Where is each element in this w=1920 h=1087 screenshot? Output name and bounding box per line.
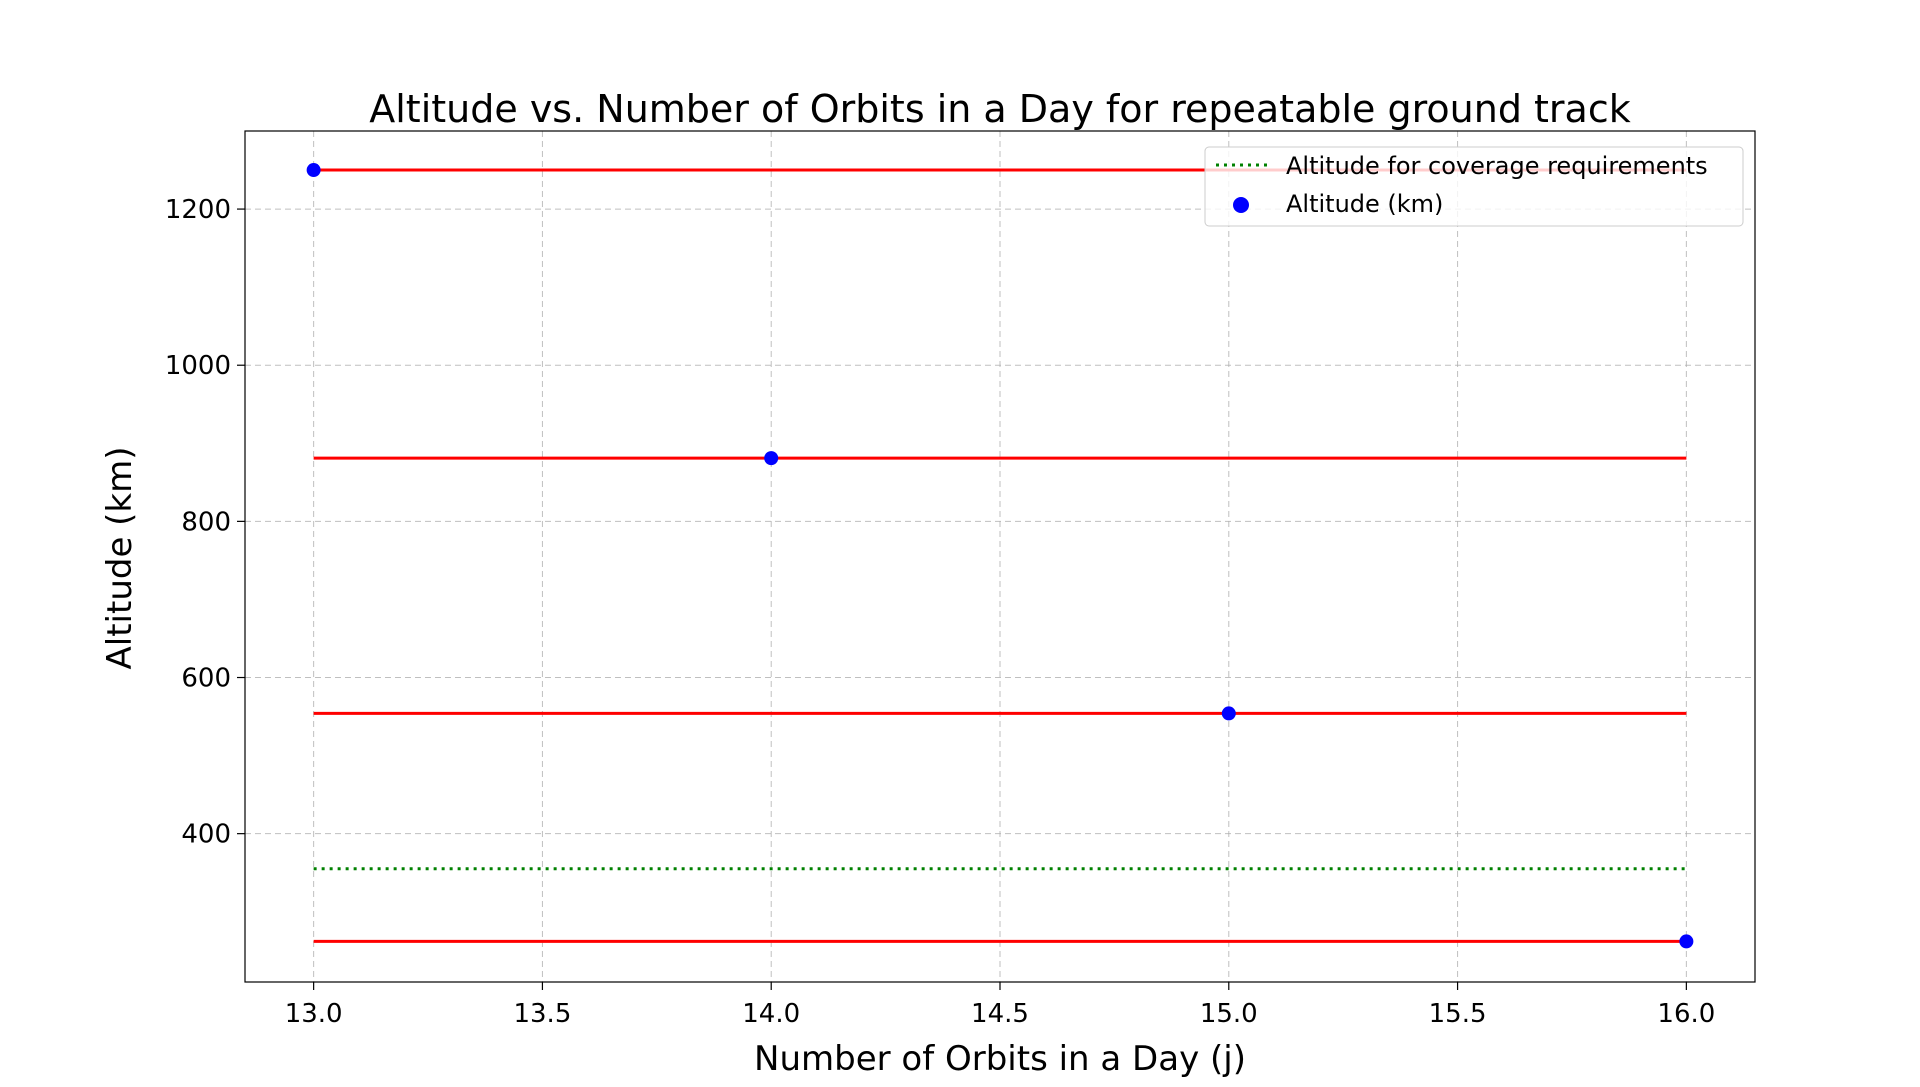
x-tick-label: 16.0 [1657, 999, 1715, 1029]
x-tick-label: 13.5 [513, 999, 571, 1029]
x-tick-label: 15.0 [1200, 999, 1258, 1029]
legend-altitude-label: Altitude (km) [1286, 190, 1443, 218]
legend-box [1204, 146, 1744, 227]
y-tick-label: 400 [181, 820, 231, 850]
legend: Altitude for coverage requirements Altit… [1204, 146, 1744, 227]
x-tick-label: 15.5 [1429, 999, 1487, 1029]
grid [245, 131, 1755, 982]
altitude-point [1679, 934, 1694, 949]
altitude-points [306, 163, 1694, 949]
y-axis-ticks: 400 600 800 1000 1200 [165, 195, 245, 850]
altitude-point [306, 163, 321, 178]
y-tick-label: 800 [181, 507, 231, 537]
legend-altitude-swatch [1233, 197, 1249, 213]
y-tick-label: 600 [181, 664, 231, 694]
altitude-point [1221, 706, 1236, 721]
y-axis-label: Altitude (km) [100, 446, 140, 669]
x-axis-ticks: 13.0 13.5 14.0 14.5 15.0 15.5 16.0 [285, 982, 1715, 1029]
chart-title: Altitude vs. Number of Orbits in a Day f… [369, 87, 1630, 131]
x-tick-label: 13.0 [285, 999, 343, 1029]
y-tick-label: 1000 [165, 351, 231, 381]
y-tick-label: 1200 [165, 195, 231, 225]
altitude-point [764, 451, 779, 466]
x-tick-label: 14.0 [742, 999, 800, 1029]
x-axis-label: Number of Orbits in a Day (j) [754, 1039, 1246, 1079]
x-tick-label: 14.5 [971, 999, 1029, 1029]
legend-coverage-label: Altitude for coverage requirements [1286, 152, 1708, 180]
